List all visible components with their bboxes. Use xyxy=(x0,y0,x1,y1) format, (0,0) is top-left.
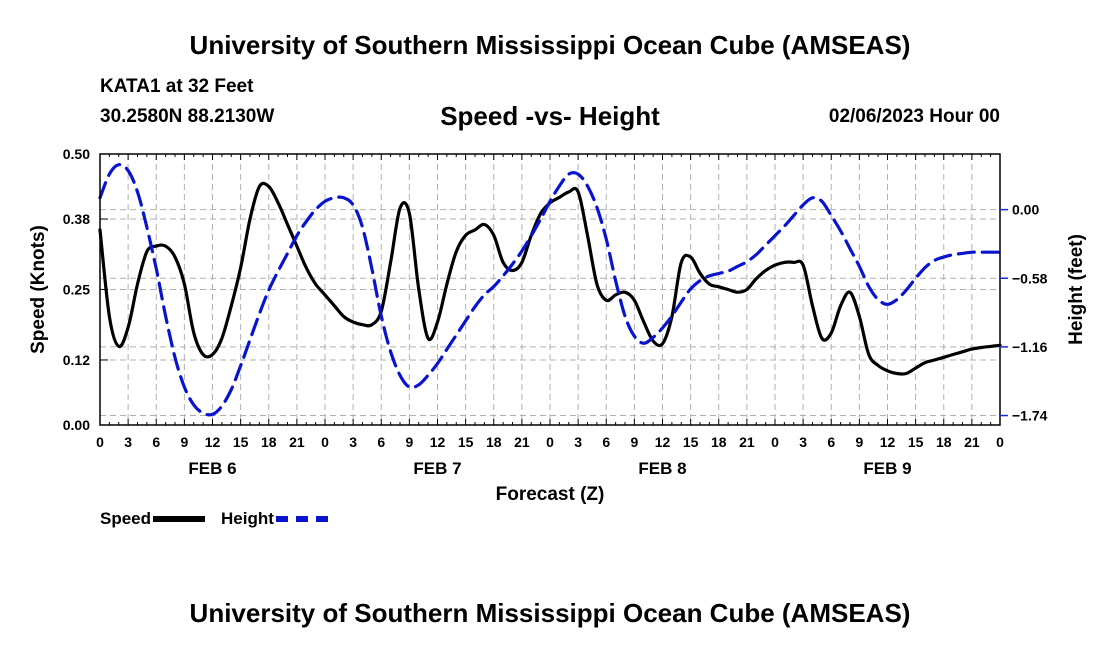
day-label: FEB 9 xyxy=(863,459,911,478)
x-tick-label: 15 xyxy=(458,434,474,450)
x-tick-label: 0 xyxy=(771,434,779,450)
series-lines xyxy=(98,162,1002,417)
x-tick-label: 12 xyxy=(655,434,671,450)
x-tick-label: 9 xyxy=(855,434,863,450)
x-tick-label: 15 xyxy=(683,434,699,450)
x-tick-label: 3 xyxy=(799,434,807,450)
coordinates-label: 30.2580N 88.2130W xyxy=(100,106,275,127)
day-label: FEB 6 xyxy=(188,459,236,478)
x-tick-label: 12 xyxy=(430,434,446,450)
station-label: KATA1 at 32 Feet xyxy=(100,76,254,97)
x-tick-label: 6 xyxy=(377,434,385,450)
x-tick-label: 6 xyxy=(152,434,160,450)
y-right-tick-label: 0.00 xyxy=(1012,202,1039,218)
x-tick-label: 3 xyxy=(574,434,582,450)
chart-subtitle: Speed -vs- Height xyxy=(440,101,660,131)
y-left-tick-label: 0.38 xyxy=(63,211,90,227)
x-tick-label: 9 xyxy=(630,434,638,450)
y-left-tick-label: 0.00 xyxy=(63,417,90,433)
day-label: FEB 7 xyxy=(413,459,461,478)
x-tick-label: 12 xyxy=(205,434,221,450)
y-right-tick-label: −1.16 xyxy=(1012,339,1048,355)
y-left-tick-label: 0.25 xyxy=(63,282,90,298)
y-right-tick-label: −1.74 xyxy=(1012,408,1048,424)
y-left-tick-label: 0.12 xyxy=(63,352,90,368)
x-tick-label: 9 xyxy=(180,434,188,450)
legend: Speed Height xyxy=(100,509,344,529)
y-right-tick-label: −0.58 xyxy=(1012,270,1048,286)
legend-height-label: Height xyxy=(221,509,274,528)
footer-title: University of Southern Mississippi Ocean… xyxy=(189,598,911,628)
x-tick-label: 3 xyxy=(124,434,132,450)
x-tick-label: 21 xyxy=(289,434,305,450)
x-axis-label: Forecast (Z) xyxy=(496,484,605,505)
x-tick-label: 9 xyxy=(405,434,413,450)
x-tick-label: 21 xyxy=(739,434,755,450)
axis-ticks: 0 3 6 9 12 15 18 21 0 3 6 9 12 15 18 21 0 3 6 9 12 15 18 21 0 3 6 9… xyxy=(63,146,1048,478)
y-left-tick-label: 0.50 xyxy=(63,146,90,162)
x-tick-label: 15 xyxy=(908,434,924,450)
x-tick-label: 18 xyxy=(261,434,277,450)
x-tick-label: 18 xyxy=(486,434,502,450)
legend-speed-label: Speed xyxy=(100,509,152,528)
y-axis-right-label: Height (feet) xyxy=(1066,234,1087,345)
height-series-line xyxy=(98,162,1002,417)
forecast-datetime: 02/06/2023 Hour 00 xyxy=(828,106,1000,127)
x-tick-label: 18 xyxy=(936,434,952,450)
day-label: FEB 8 xyxy=(638,459,686,478)
x-tick-label: 6 xyxy=(602,434,610,450)
x-tick-label: 6 xyxy=(827,434,835,450)
x-tick-label: 0 xyxy=(321,434,329,450)
x-tick-label: 18 xyxy=(711,434,727,450)
x-tick-label: 15 xyxy=(233,434,249,450)
x-tick-label: 0 xyxy=(546,434,554,450)
x-tick-label: 0 xyxy=(996,434,1004,450)
y-axis-left-label: Speed (Knots) xyxy=(28,225,49,354)
x-tick-label: 21 xyxy=(514,434,530,450)
legend-height-swatch xyxy=(275,516,328,522)
legend-speed-swatch xyxy=(153,516,206,522)
x-tick-label: 12 xyxy=(880,434,896,450)
chart-title: University of Southern Mississippi Ocean… xyxy=(189,30,911,60)
x-tick-label: 0 xyxy=(96,434,104,450)
x-tick-label: 3 xyxy=(349,434,357,450)
x-tick-label: 21 xyxy=(964,434,980,450)
